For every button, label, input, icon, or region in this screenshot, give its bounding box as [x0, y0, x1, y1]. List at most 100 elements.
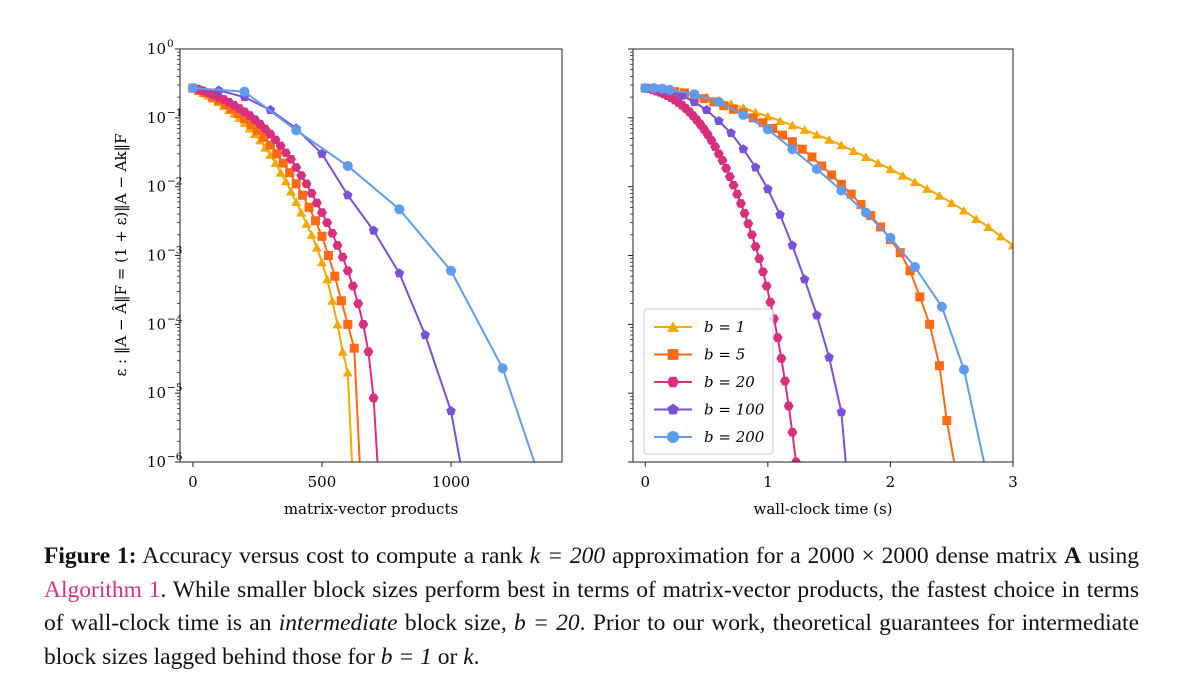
right-data-point — [824, 352, 834, 362]
right-data-point — [724, 172, 735, 181]
caption-text: . Prior to our work, theoretical guarant… — [44, 610, 1140, 670]
left-data-point — [285, 154, 296, 164]
right-data-point — [735, 199, 746, 208]
figure-caption: Figure 1: Accuracy versus cost to comput… — [44, 540, 1139, 674]
right-data-point — [846, 189, 856, 199]
right-data-point — [763, 184, 773, 194]
right-data-point — [797, 144, 807, 154]
legend-marker — [667, 403, 679, 415]
left-data-point — [394, 268, 405, 278]
left-data-point — [332, 319, 343, 329]
left-data-point — [285, 168, 295, 178]
left-data-point — [368, 393, 379, 403]
right-data-point — [762, 124, 773, 135]
caption-text: dense matrix — [928, 543, 1065, 569]
legend-item: b = 20 — [654, 373, 755, 391]
y-tick-exponent: −5 — [167, 382, 182, 394]
y-tick-label: 10 — [147, 453, 166, 471]
left-data-point — [317, 231, 327, 241]
right-data-point — [934, 361, 944, 371]
legend-marker — [667, 431, 679, 443]
left-data-point — [446, 265, 457, 276]
caption-text: . While smaller block sizes perform best… — [44, 576, 1139, 637]
right-data-point — [811, 164, 822, 175]
y-tick-label: 10 — [147, 40, 166, 58]
right-data-point — [905, 266, 915, 276]
left-data-point — [280, 148, 291, 158]
right-data-point — [922, 184, 933, 193]
y-tick-exponent: −3 — [167, 245, 182, 257]
left-data-point — [311, 216, 321, 226]
right-data-point — [780, 376, 790, 386]
right-data-point — [783, 401, 794, 411]
left-data-point — [349, 343, 359, 353]
algorithm-link[interactable]: Algorithm 1 — [44, 576, 161, 603]
left-data-point — [342, 160, 353, 171]
left-data-point — [337, 347, 348, 356]
right-data-point — [689, 96, 700, 107]
right-data-point — [909, 177, 920, 186]
right-data-point — [836, 185, 847, 196]
caption-math: A — [1064, 543, 1082, 569]
caption-math: 2000 × 2000 — [807, 543, 929, 569]
right-data-point — [754, 254, 765, 263]
right-data-point — [799, 125, 810, 134]
caption-text: or — [431, 643, 464, 670]
left-data-point — [394, 204, 405, 215]
right-data-point — [701, 104, 712, 115]
left-data-point — [275, 168, 286, 177]
right-data-point — [748, 113, 758, 123]
right-data-point — [699, 94, 709, 104]
right-data-point — [873, 158, 884, 168]
left-data-point — [301, 219, 312, 228]
right-x-axis-label: wall-clock time (s) — [753, 500, 892, 518]
caption-text: using — [1081, 543, 1139, 569]
y-tick-label: 10 — [147, 247, 166, 265]
caption-emphasis: intermediate — [278, 610, 398, 636]
right-data-point — [726, 128, 736, 138]
left-data-point — [446, 406, 456, 416]
left-data-point — [316, 257, 327, 267]
right-data-point — [750, 162, 761, 172]
right-data-point — [909, 262, 920, 273]
left-data-point — [278, 158, 288, 168]
left-data-point — [301, 179, 312, 189]
caption-text: Accuracy versus cost to compute a rank — [136, 543, 530, 569]
left-data-point — [298, 190, 308, 200]
right-data-point — [765, 297, 776, 307]
right-data-point — [689, 89, 700, 100]
caption-text: block size, — [397, 610, 514, 636]
caption-math: k — [463, 643, 474, 670]
legend-label: b = 1 — [704, 318, 745, 336]
right-data-point — [824, 135, 835, 144]
y-tick-exponent: −4 — [167, 313, 183, 325]
caption-math: b = 20 — [514, 610, 580, 636]
left-series-group — [187, 83, 536, 462]
left-x-axis-label: matrix-vector products — [284, 500, 458, 518]
y-tick-label: 10 — [147, 109, 166, 127]
left-data-point — [317, 148, 327, 158]
right-data-point — [799, 274, 810, 284]
left-data-point — [330, 271, 340, 281]
left-data-point — [337, 252, 348, 262]
right-data-point — [856, 200, 866, 210]
right-data-point — [971, 214, 982, 223]
y-tick-label: 10 — [147, 384, 166, 402]
legend-items: b = 1 b = 5 b = 20 b = 100 b = 200 — [654, 318, 765, 446]
right-data-point — [791, 457, 802, 462]
right-data-point — [761, 281, 772, 291]
left-data-point — [327, 296, 338, 305]
y-tick-label: 10 — [147, 178, 166, 196]
left-data-point — [363, 347, 374, 357]
right-data-point — [787, 427, 798, 437]
left-data-point — [187, 83, 198, 94]
left-data-point — [265, 140, 275, 150]
right-data-point — [640, 83, 651, 94]
right-axes: 0 1 2 3 — [628, 48, 1018, 491]
y-tick-exponent: −6 — [167, 451, 183, 463]
right-data-point — [925, 319, 935, 329]
legend-label: b = 200 — [704, 428, 765, 446]
right-data-point — [848, 146, 859, 155]
left-data-point — [259, 132, 269, 142]
right-data-point — [750, 242, 761, 251]
